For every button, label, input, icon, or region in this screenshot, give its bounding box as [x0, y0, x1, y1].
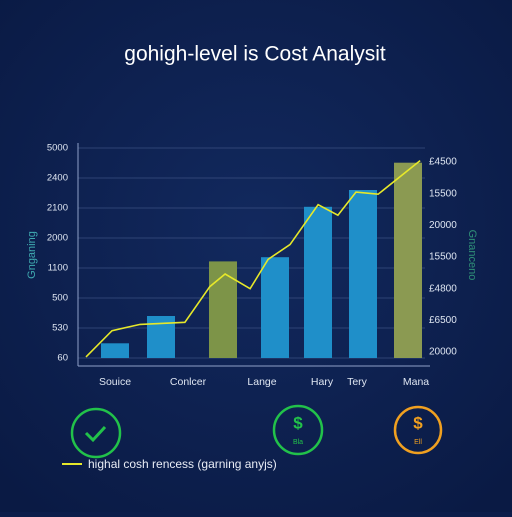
y-tick-label: 60 — [57, 353, 68, 364]
line-series — [85, 159, 421, 358]
bar — [261, 257, 289, 358]
y-tick-label: 2400 — [47, 173, 68, 184]
icon-label: Ell — [414, 439, 422, 446]
y-tick-label: 530 — [52, 323, 68, 334]
x-tick-label: Lange — [247, 376, 276, 388]
y-tick-label: 2000 — [47, 233, 68, 244]
chart-title: gohigh-level is Cost Analysit — [124, 43, 386, 66]
y-tick-label: 500 — [52, 293, 68, 304]
dollar-icon — [393, 405, 443, 455]
x-tick-label: Tery — [347, 376, 368, 388]
bar — [304, 206, 332, 358]
check-icon — [70, 407, 122, 459]
x-tick-label: Hary — [311, 376, 334, 388]
dollar-symbol: $ — [293, 413, 303, 432]
y2-tick-label: £4800 — [429, 283, 457, 294]
bar — [349, 190, 377, 358]
bar — [394, 162, 422, 358]
y2-tick-label: 20000 — [429, 220, 457, 231]
y-tick-label: 5000 — [47, 143, 68, 154]
check-mark — [84, 425, 107, 443]
y2-axis-label: Gnanceno — [466, 230, 478, 281]
x-tick-label: Mana — [403, 376, 429, 388]
y2-tick-label: 20000 — [429, 347, 457, 358]
y-axis-label: Gnganing — [26, 231, 38, 279]
y2-tick-label: £4500 — [429, 157, 457, 168]
legend-label: highal cosh rencess (garning anyjs) — [88, 457, 277, 471]
y-tick-label: 2100 — [47, 203, 68, 214]
y2-tick-label: £6500 — [429, 315, 457, 326]
y2-tick-label: 15500 — [429, 252, 457, 263]
bar — [101, 343, 129, 358]
y2-tick-label: 15500 — [429, 188, 457, 199]
x-tick-label: Conlcer — [170, 376, 207, 388]
icon-label: Bla — [293, 439, 303, 446]
x-tick-label: Souice — [99, 376, 131, 388]
dollar-icon — [272, 404, 324, 456]
dollar-symbol: $ — [413, 413, 423, 432]
y-tick-label: 1100 — [48, 263, 68, 274]
